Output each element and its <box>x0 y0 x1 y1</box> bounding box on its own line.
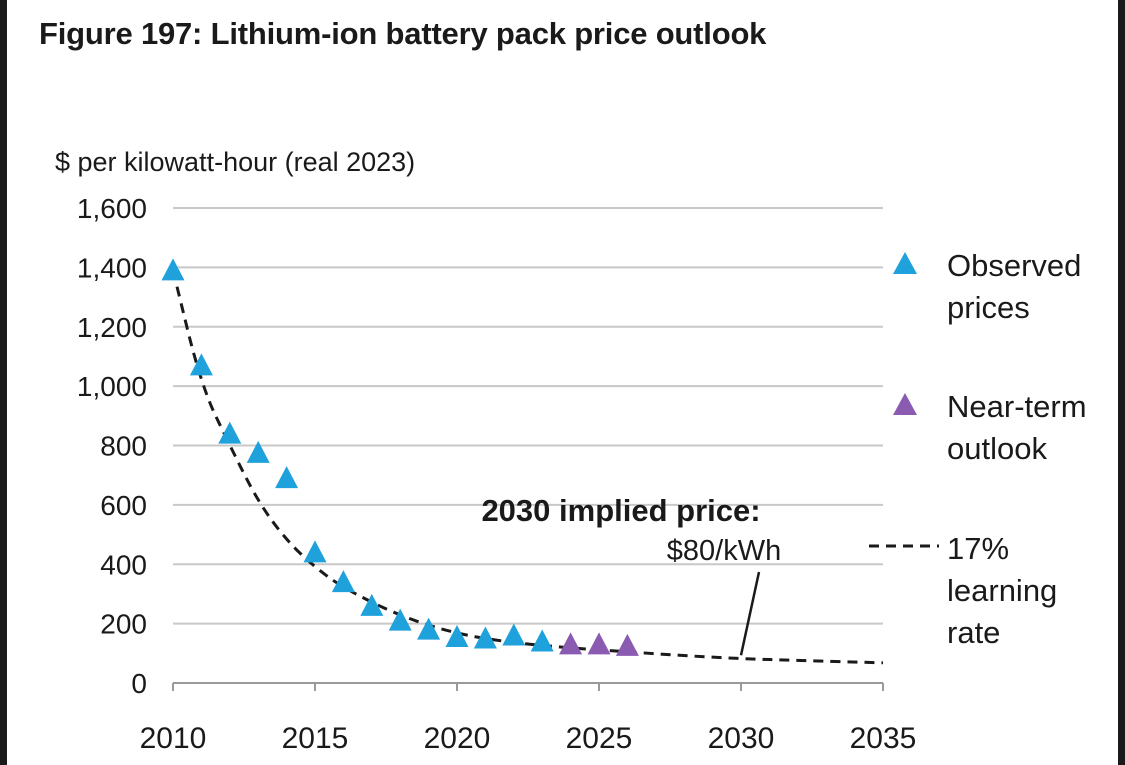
observed-price-marker <box>473 626 497 649</box>
legend-near-term-label: Near-term <box>947 389 1087 424</box>
observed-price-marker <box>388 608 412 631</box>
observed-price-marker <box>331 570 355 593</box>
observed-price-marker <box>246 440 270 463</box>
annotation-title: 2030 implied price: <box>481 493 760 528</box>
legend-learning-rate-label: rate <box>947 615 1000 650</box>
legend-near-term-label: outlook <box>947 431 1047 466</box>
y-tick-label: 1,000 <box>77 371 147 402</box>
near-term-outlook-marker <box>559 632 583 655</box>
legend-observed-label: prices <box>947 290 1030 325</box>
observed-price-marker <box>303 540 327 563</box>
y-tick-label: 400 <box>100 549 147 580</box>
observed-price-marker <box>530 629 554 652</box>
observed-price-marker <box>417 617 441 640</box>
y-tick-label: 0 <box>131 668 147 699</box>
observed-price-marker <box>189 353 213 376</box>
x-tick-label: 2020 <box>424 722 491 755</box>
y-tick-label: 200 <box>100 609 147 640</box>
y-tick-label: 1,600 <box>77 193 147 224</box>
observed-price-marker <box>275 466 299 489</box>
x-tick-label: 2035 <box>850 722 917 755</box>
x-tick-label: 2030 <box>708 722 775 755</box>
observed-price-marker <box>360 593 384 616</box>
annotation-leader-line <box>739 571 761 656</box>
near-term-outlook-marker <box>615 633 639 656</box>
y-tick-label: 600 <box>100 490 147 521</box>
y-tick-label: 800 <box>100 431 147 462</box>
observed-price-marker <box>218 421 242 444</box>
annotation-value: $80/kWh <box>667 535 781 567</box>
observed-price-marker <box>161 258 185 281</box>
learning-rate-line <box>171 269 884 665</box>
chart-title: Figure 197: Lithium-ion battery pack pri… <box>39 16 767 51</box>
chart-svg: $ per kilowatt-hour (real 2023) 0 200 400 60… <box>55 147 1087 755</box>
legend-learning-rate-label: learning <box>947 573 1057 608</box>
x-tick-label: 2025 <box>566 722 633 755</box>
legend-observed-marker <box>893 252 917 274</box>
x-tick-label: 2010 <box>140 722 207 755</box>
legend-learning-rate-label: 17% <box>947 531 1009 566</box>
observed-price-marker <box>445 624 469 647</box>
y-tick-label: 1,400 <box>77 252 147 283</box>
legend-near-term-marker <box>893 393 917 415</box>
y-axis-title: $ per kilowatt-hour (real 2023) <box>55 147 415 177</box>
x-tick-label: 2015 <box>282 722 349 755</box>
observed-price-marker <box>502 623 526 646</box>
y-tick-label: 1,200 <box>77 312 147 343</box>
legend-observed-label: Observed <box>947 248 1081 283</box>
near-term-outlook-marker <box>587 632 611 655</box>
